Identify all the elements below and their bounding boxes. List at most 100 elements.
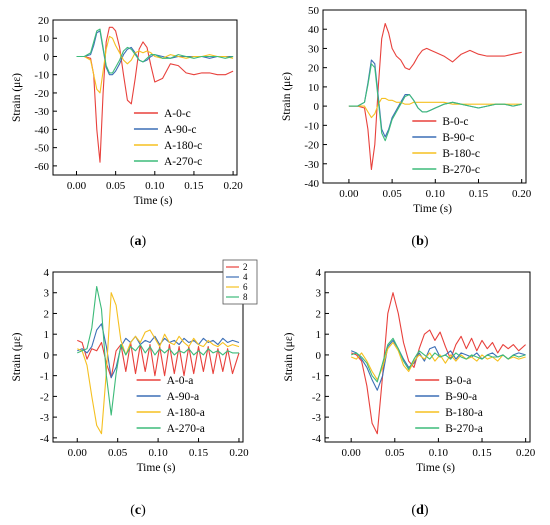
- y-tick-label: -40: [34, 124, 49, 136]
- series-group: [77, 285, 240, 435]
- inset-legend-label: 6: [243, 282, 248, 292]
- x-tick-label: 0.05: [382, 188, 402, 200]
- legend-label: A-0-c: [164, 108, 191, 120]
- y-tick-label: -20: [34, 88, 49, 100]
- legend-label: B-180-c: [442, 148, 480, 160]
- legend: B-0-a B-90-a B-180-a B-270-a: [415, 375, 483, 435]
- y-tick-label: 10: [38, 33, 50, 45]
- y-tick-label: 0: [314, 101, 320, 113]
- y-tick-label: 40: [308, 24, 320, 36]
- series-line-A-0-a: [77, 339, 240, 379]
- inset-legend-label: 4: [243, 272, 248, 282]
- y-tick-label: 3: [316, 288, 322, 300]
- x-tick-label: 0.15: [189, 447, 209, 459]
- y-tick-label: -10: [304, 120, 319, 132]
- legend: B-0-c B-90-c B-180-c B-270-c: [412, 116, 480, 176]
- x-tick-label: 0.10: [145, 180, 165, 192]
- y-tick-label: 2: [316, 308, 322, 320]
- series-line-A-180-c: [76, 35, 234, 94]
- panel-caption: (c): [130, 503, 146, 518]
- y-axis-label: Strain (με): [281, 72, 293, 121]
- series-line-A-270-c: [76, 28, 234, 74]
- panel-caption: (d): [411, 503, 428, 518]
- legend-label: A-270-c: [164, 156, 202, 168]
- panel-caption: (b): [411, 234, 428, 249]
- y-tick-label: 10: [308, 82, 320, 94]
- y-axis-label: Strain (με): [11, 332, 23, 381]
- x-tick-label: 0.10: [429, 447, 449, 459]
- y-tick-label: -20: [304, 140, 319, 152]
- x-tick-label: 0.00: [68, 447, 88, 459]
- series-line-A-0-c: [76, 26, 234, 163]
- legend-label: A-180-c: [164, 140, 202, 152]
- series-line-A-90-c: [76, 30, 234, 76]
- y-tick-label: 3: [44, 288, 50, 300]
- series-line-B-270-c: [348, 63, 522, 142]
- x-tick-label: 0.15: [469, 188, 489, 200]
- legend-label: A-0-a: [167, 375, 194, 387]
- x-tick-label: 0.15: [184, 180, 204, 192]
- x-tick-label: 0.20: [229, 447, 249, 459]
- x-axis-label: Time (s): [413, 203, 452, 215]
- x-axis-label: Time (s): [134, 195, 173, 207]
- legend-label: B-180-a: [445, 407, 483, 419]
- legend-label: B-0-a: [445, 375, 471, 387]
- y-axis-label: Strain (με): [283, 332, 295, 381]
- series-line-B-180-c: [348, 97, 522, 119]
- x-tick-label: 0.10: [426, 188, 446, 200]
- legend-label: B-90-c: [442, 132, 474, 144]
- panel-a: -60 -50 -40 -30 -20 -10 0 10 20 0.00 0.05 0.10 0.15 0…: [11, 15, 243, 249]
- legend-label: A-90-c: [164, 124, 197, 136]
- x-tick-label: 0.10: [148, 447, 168, 459]
- series-line-B-270-a: [351, 337, 526, 383]
- y-tick-label: -50: [34, 143, 49, 155]
- plot-frame: [52, 19, 238, 176]
- x-tick-label: 0.05: [108, 447, 128, 459]
- series-line-B-0-c: [348, 22, 522, 171]
- series-line-B-180-a: [350, 341, 526, 381]
- panel-d: -4 -3 -2 -1 0 1 2 3 4 0.00 0.05 0.10 0.15 0.20 Time (s…: [283, 267, 536, 518]
- x-axis-label: Time (s): [416, 462, 455, 474]
- y-tick-label: 0: [44, 51, 50, 63]
- legend: A-0-c A-90-c A-180-c A-270-c: [133, 108, 202, 168]
- y-tick-label: -3: [312, 412, 322, 424]
- y-tick-label: -4: [312, 433, 322, 445]
- y-tick-label: -60: [34, 161, 49, 173]
- panel-c: -4 -3 -2 -1 0 1 2 3 4 0.00 0.05 0.10 0.15 0.20 Time (s…: [11, 259, 258, 518]
- series-line-A-270-a: [77, 285, 239, 416]
- legend-label: B-270-c: [442, 164, 480, 176]
- series-line-B-0-a: [351, 292, 526, 435]
- x-tick-label: 0.20: [516, 447, 536, 459]
- legend-label: A-90-a: [167, 391, 200, 403]
- y-axis-label: Strain (με): [11, 73, 23, 122]
- plot-frame: [52, 271, 244, 443]
- y-tick-label: 20: [38, 15, 50, 27]
- y-tick-label: 4: [316, 267, 322, 279]
- series-group: [350, 292, 526, 435]
- legend-label: B-90-a: [445, 391, 477, 403]
- y-tick-label: 30: [308, 43, 320, 55]
- x-tick-label: 0.15: [472, 447, 492, 459]
- y-tick-label: -3: [40, 412, 50, 424]
- series-line-B-90-a: [350, 339, 526, 391]
- y-tick-label: -1: [312, 371, 321, 383]
- inset-legend-label: 8: [243, 292, 248, 302]
- y-tick-label: -1: [40, 371, 49, 383]
- x-tick-label: 0.05: [385, 447, 405, 459]
- panel-caption: (a): [130, 234, 147, 249]
- x-tick-label: 0.05: [106, 180, 126, 192]
- y-tick-label: -2: [312, 391, 321, 403]
- x-tick-label: 0.20: [223, 180, 243, 192]
- legend-label: B-0-c: [442, 116, 468, 128]
- y-tick-label: -40: [304, 178, 319, 190]
- series-group: [348, 22, 522, 171]
- y-tick-label: -4: [40, 433, 50, 445]
- y-tick-label: -30: [34, 106, 49, 118]
- plot-frame: [322, 9, 527, 184]
- plot-frame: [324, 271, 531, 443]
- y-tick-label: 1: [316, 329, 322, 341]
- y-tick-label: 50: [308, 5, 320, 17]
- y-tick-label: 20: [308, 63, 320, 75]
- legend-label: A-270-a: [167, 423, 205, 435]
